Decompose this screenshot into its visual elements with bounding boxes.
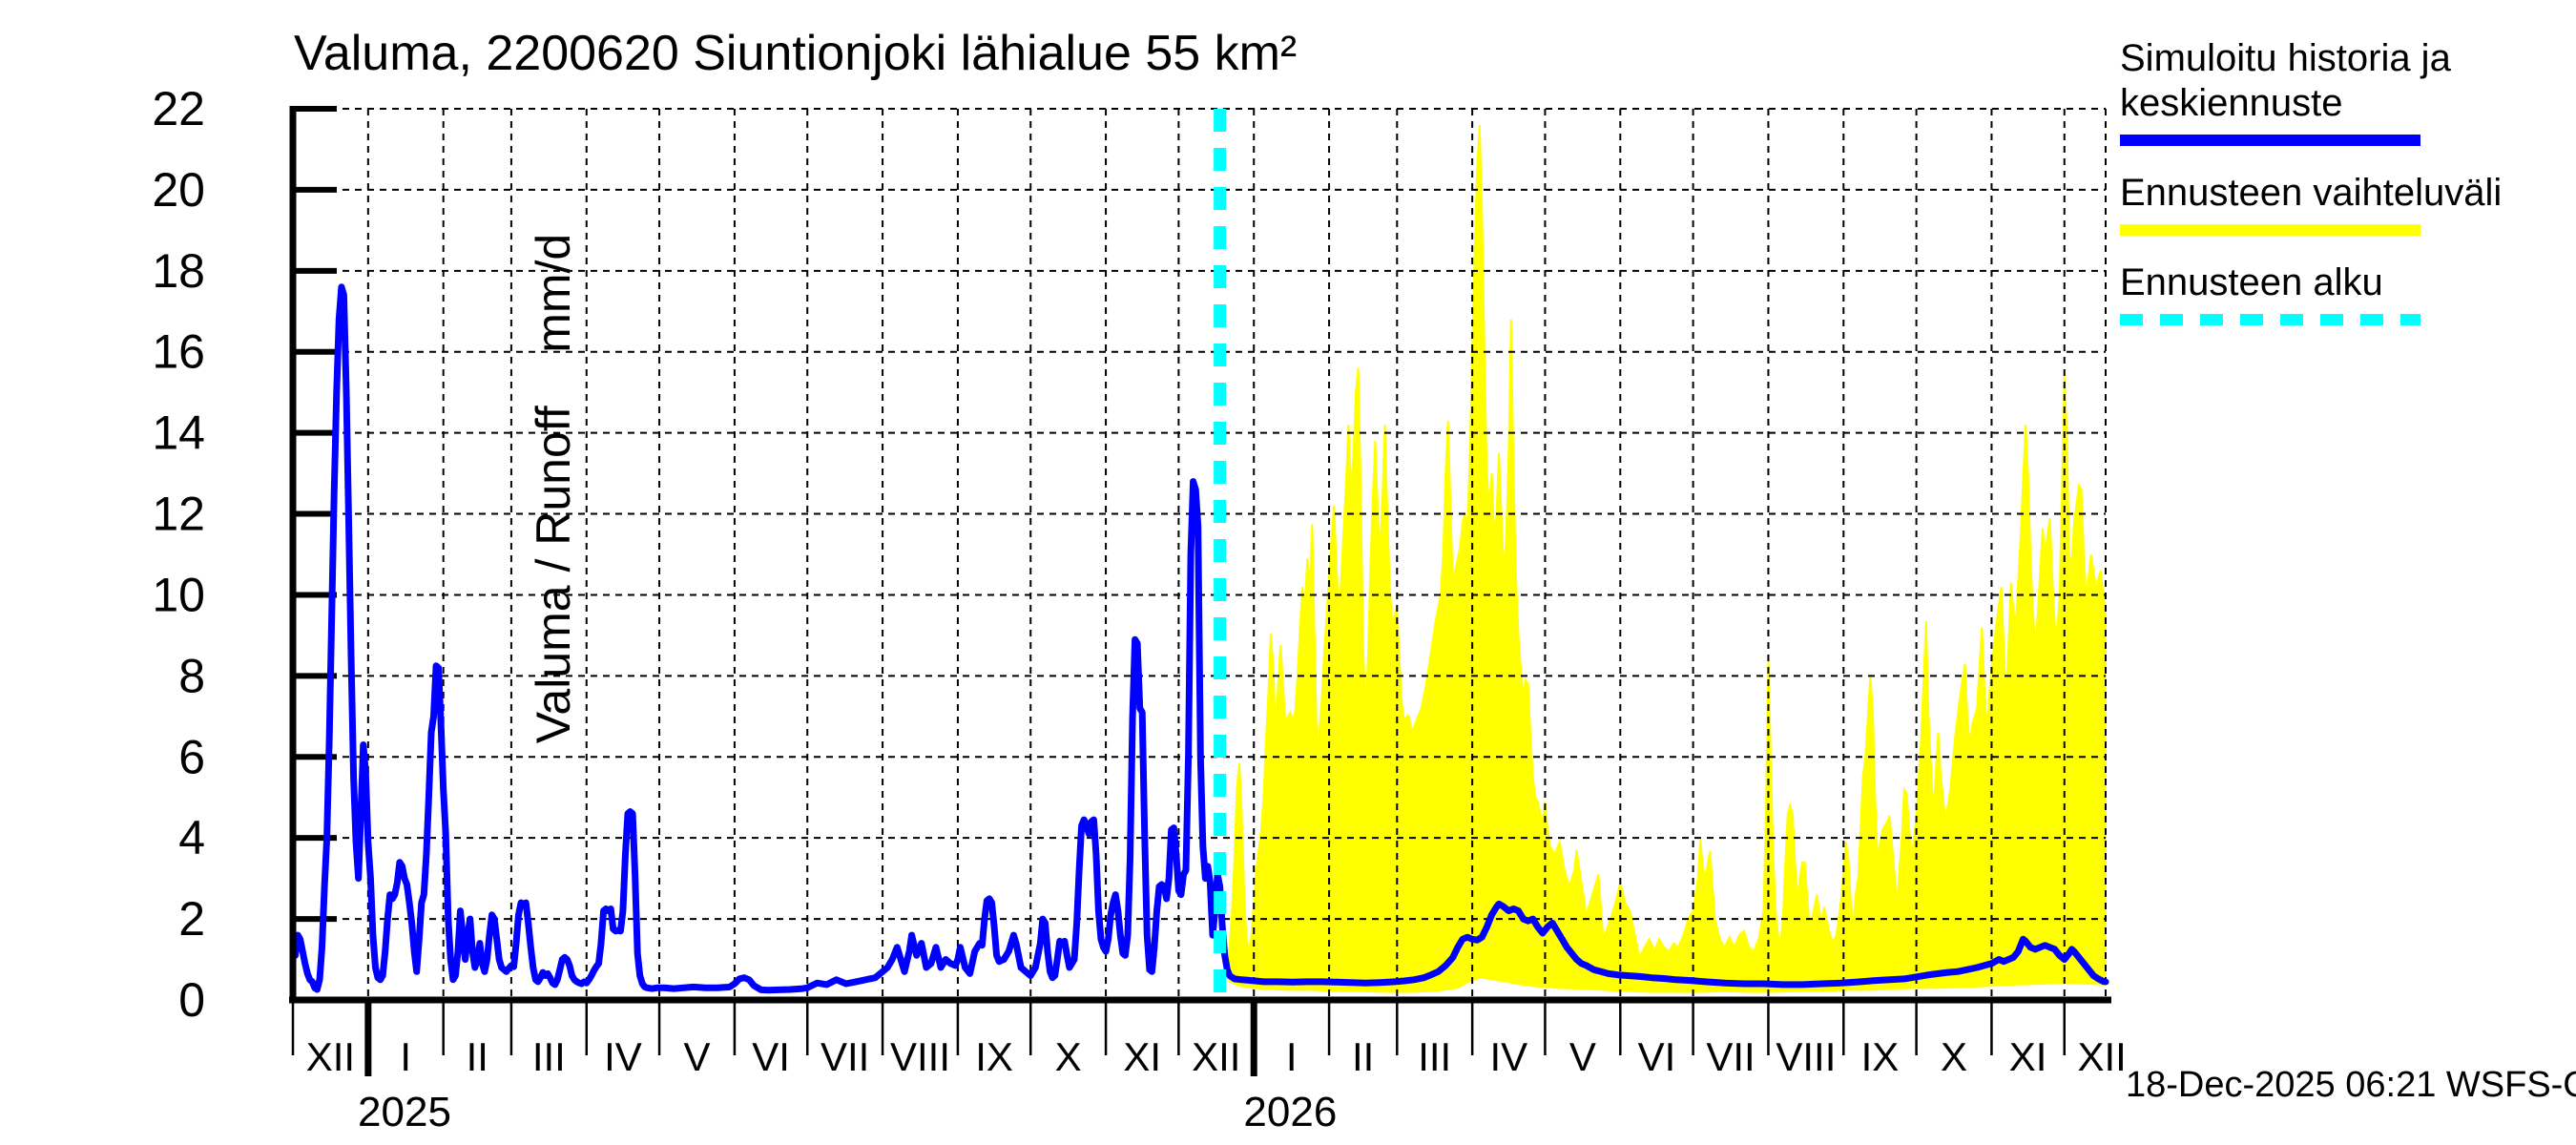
- x-month-label: VII: [1706, 1034, 1755, 1079]
- x-month-label: VI: [1638, 1034, 1676, 1079]
- x-month-label: III: [1418, 1034, 1451, 1079]
- y-tick-label: 4: [178, 811, 205, 864]
- series-simulated-history-line: [289, 283, 1224, 994]
- x-month-label: III: [532, 1034, 566, 1079]
- x-month-label: V: [1569, 1034, 1596, 1079]
- x-month-label: V: [683, 1034, 710, 1079]
- y-tick-label: 16: [152, 325, 205, 379]
- y-tick-label: 22: [152, 82, 205, 135]
- x-month-label: XI: [1123, 1034, 1161, 1079]
- page-title: Valuma, 2200620 Siuntionjoki lähialue 55…: [294, 26, 1298, 81]
- y-tick-label: 12: [152, 488, 205, 541]
- y-tick-label: 2: [178, 892, 205, 946]
- legend-label-history-line1: Simuloitu historia ja: [2120, 37, 2451, 79]
- y-tick-label: 10: [152, 568, 205, 621]
- legend-label-history-line2: keskiennuste: [2120, 82, 2343, 124]
- x-month-label: I: [1286, 1034, 1298, 1079]
- x-month-label: X: [1941, 1034, 1967, 1079]
- legend-item-forecast-start: Ennusteen alku: [2120, 260, 2559, 325]
- legend-item-range: Ennusteen vaihteluväli: [2120, 171, 2559, 236]
- x-month-label: VIII: [890, 1034, 950, 1079]
- series-central-forecast-line: [1216, 883, 2109, 989]
- x-month-label: II: [1352, 1034, 1374, 1079]
- y-tick-label: 20: [152, 163, 205, 217]
- x-month-label: VI: [752, 1034, 790, 1079]
- forecast-range-band: [1218, 124, 2107, 993]
- x-month-label: I: [400, 1034, 411, 1079]
- y-axis-label: Valuma / Runoff mm/d: [527, 233, 580, 744]
- x-month-label: XII: [306, 1034, 355, 1079]
- x-month-label: II: [467, 1034, 488, 1079]
- y-tick-label: 0: [178, 973, 205, 1027]
- x-month-label: X: [1055, 1034, 1082, 1079]
- legend-swatch-forecast-start-dashed-line: [2120, 314, 2420, 325]
- y-tick-label: 18: [152, 244, 205, 298]
- x-month-label: VII: [821, 1034, 869, 1079]
- x-month-label: XII: [1192, 1034, 1240, 1079]
- x-month-label: IX: [975, 1034, 1013, 1079]
- legend-swatch-history-line: [2120, 135, 2420, 146]
- legend-label-forecast-start: Ennusteen alku: [2120, 261, 2383, 303]
- legend-item-history: Simuloitu historia ja keskiennuste: [2120, 36, 2559, 146]
- x-month-label: IV: [1489, 1034, 1527, 1079]
- y-tick-label: 14: [152, 406, 205, 460]
- legend: Simuloitu historia ja keskiennuste Ennus…: [2120, 36, 2559, 350]
- timestamp: 18-Dec-2025 06:21 WSFS-O: [2126, 1065, 2576, 1105]
- legend-label-range: Ennusteen vaihteluväli: [2120, 172, 2503, 214]
- x-month-label: IX: [1861, 1034, 1900, 1079]
- y-tick-label: 6: [178, 730, 205, 783]
- legend-swatch-range-line: [2120, 224, 2420, 236]
- x-month-label: XI: [2009, 1034, 2047, 1079]
- x-year-label: 2025: [358, 1089, 451, 1135]
- x-month-label: XII: [2078, 1034, 2127, 1079]
- x-month-label: IV: [604, 1034, 642, 1079]
- x-month-label: VIII: [1776, 1034, 1836, 1079]
- x-year-label: 2026: [1243, 1089, 1337, 1135]
- y-tick-label: 8: [178, 649, 205, 702]
